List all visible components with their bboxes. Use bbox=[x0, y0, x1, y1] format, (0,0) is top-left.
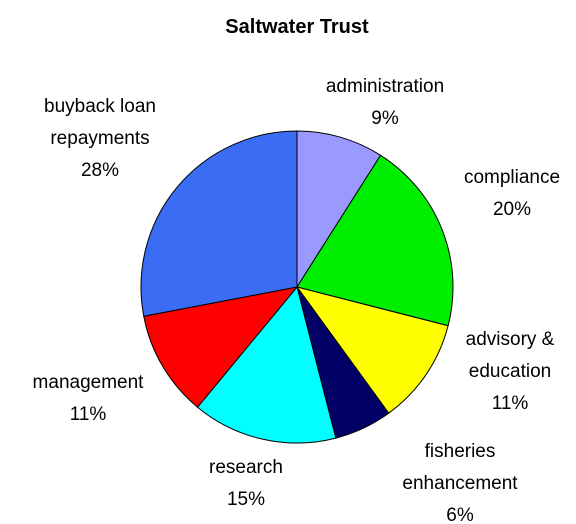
value-label: 28% bbox=[80, 160, 120, 181]
chart-title: Saltwater Trust bbox=[225, 16, 369, 38]
pie-slice bbox=[296, 130, 382, 289]
value-label: 6% bbox=[446, 505, 474, 524]
slice-label: compliance 20% bbox=[432, 162, 576, 226]
value-label: 15% bbox=[226, 489, 266, 510]
pie-slice bbox=[196, 285, 337, 444]
category-label: advisory & education bbox=[465, 329, 555, 382]
slice-label: administration 9% bbox=[285, 71, 485, 135]
category-label: administration bbox=[325, 76, 445, 97]
pie-slice bbox=[296, 154, 454, 327]
pie-slice bbox=[143, 286, 299, 408]
slice-label: management 11% bbox=[3, 367, 173, 431]
category-label: compliance bbox=[463, 167, 561, 188]
slice-label: fisheries enhancement 6% bbox=[385, 436, 535, 524]
category-label: management bbox=[32, 372, 144, 393]
value-label: 20% bbox=[492, 199, 532, 220]
value-label: 9% bbox=[371, 108, 399, 129]
value-label: 11% bbox=[69, 404, 107, 425]
slice-label: research 15% bbox=[166, 452, 326, 516]
category-label: buyback loan repayments bbox=[44, 96, 156, 149]
category-label: research bbox=[209, 457, 283, 478]
category-label: fisheries enhancement bbox=[402, 441, 518, 494]
value-label: 11% bbox=[491, 393, 529, 414]
pie-slice bbox=[295, 286, 449, 414]
slice-label: advisory & education 11% bbox=[445, 324, 575, 420]
pie-slice bbox=[140, 130, 298, 317]
slice-label: buyback loan repayments 28% bbox=[15, 91, 185, 187]
